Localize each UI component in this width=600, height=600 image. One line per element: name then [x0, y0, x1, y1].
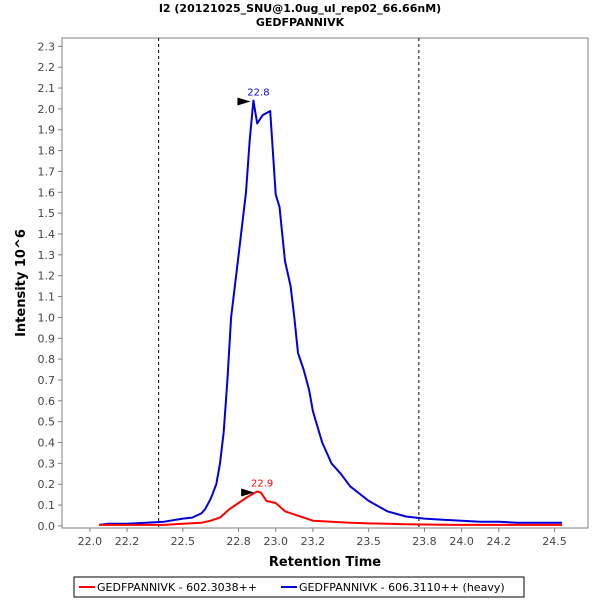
peak-marker [241, 488, 255, 497]
y-tick-label: 2.0 [38, 103, 56, 116]
y-tick-label: 1.6 [38, 186, 56, 199]
plot-area [61, 37, 589, 529]
x-tick-label: 23.0 [263, 535, 288, 548]
x-tick-label: 22.5 [171, 535, 196, 548]
x-tick-label: 23.8 [412, 535, 437, 548]
y-tick-label: 2.1 [38, 82, 56, 95]
x-axis: 22.0 22.2 22.5 22.8 23.0 23.2 23.5 23.8 24.0 24.2… [78, 528, 567, 548]
peak-annotations: 22.9 22.8 [237, 88, 273, 497]
y-tick-label: 0.0 [38, 520, 56, 533]
y-tick-label: 2.3 [38, 40, 56, 53]
chart-subtitle: GEDFPANNIVK [256, 16, 345, 29]
y-tick-label: 1.0 [38, 311, 56, 324]
y-axis-label: Intensity 10^6 [14, 229, 29, 337]
series-line-light [99, 490, 562, 526]
x-tick-label: 23.5 [356, 535, 381, 548]
legend-item-heavy: GEDFPANNIVK - 606.3110++ (heavy) [281, 581, 505, 594]
y-tick-label: 0.4 [38, 437, 56, 450]
x-tick-label: 22.2 [115, 535, 140, 548]
legend-box [73, 576, 525, 598]
x-axis-label: Retention Time [269, 555, 381, 570]
y-tick-label: 0.3 [38, 457, 56, 470]
y-tick-label: 0.7 [38, 374, 56, 387]
x-tick-label: 24.0 [449, 535, 474, 548]
legend-item-light: GEDFPANNIVK - 602.3038++ [79, 581, 257, 594]
series-lines [99, 99, 562, 526]
y-tick-label: 2.2 [38, 61, 56, 74]
peak-marker [237, 97, 251, 106]
y-tick-label: 1.7 [38, 165, 56, 178]
y-tick-label: 0.6 [38, 395, 56, 408]
legend-label-light: GEDFPANNIVK - 602.3038++ [97, 581, 257, 594]
y-tick-label: 0.2 [38, 478, 56, 491]
x-tick-label: 22.0 [78, 535, 103, 548]
legend-label-heavy: GEDFPANNIVK - 606.3110++ (heavy) [299, 581, 505, 594]
y-tick-label: 1.5 [38, 207, 56, 220]
peak-label-light: 22.9 [251, 479, 273, 490]
x-tick-label: 22.8 [226, 535, 251, 548]
x-tick-label: 24.2 [487, 535, 512, 548]
y-tick-label: 1.3 [38, 249, 56, 262]
x-tick-label: 24.5 [542, 535, 567, 548]
y-axis: 0.0 0.1 0.2 0.3 0.4 0.5 0.6 0.7 0.8 0.9 1.0 1.1 1.2 1… [38, 40, 62, 533]
y-tick-label: 0.1 [38, 499, 56, 512]
y-tick-label: 1.9 [38, 124, 56, 137]
y-tick-label: 0.9 [38, 332, 56, 345]
integration-boundaries [158, 38, 420, 528]
y-tick-label: 0.8 [38, 353, 56, 366]
x-tick-label: 23.2 [301, 535, 326, 548]
series-line-heavy [99, 99, 562, 526]
chart-title: I2 (20121025_SNU@1.0ug_ul_rep02_66.66nM) [159, 2, 441, 15]
y-tick-label: 1.8 [38, 145, 56, 158]
y-tick-label: 1.4 [38, 228, 56, 241]
y-tick-label: 0.5 [38, 416, 56, 429]
y-tick-label: 1.1 [38, 291, 56, 304]
y-tick-label: 1.2 [38, 270, 56, 283]
peak-label-heavy: 22.8 [247, 88, 269, 99]
